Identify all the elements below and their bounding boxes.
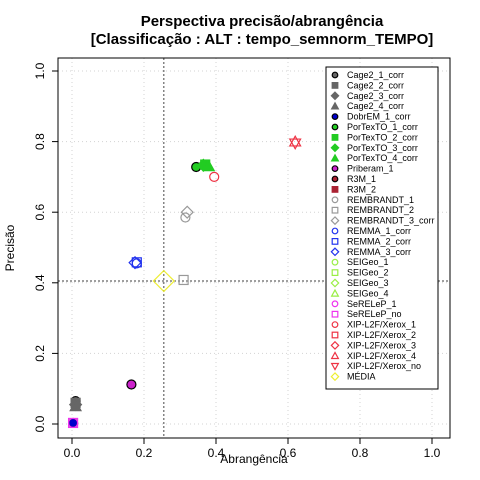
legend-label-23: SeRELeP_no — [347, 309, 402, 319]
legend-label-9: Priberam_1 — [347, 164, 394, 174]
x-tick-label-4: 0.8 — [352, 446, 369, 460]
legend-label-28: XIP-L2F/Xerox_no — [347, 361, 421, 371]
legend-marker-4 — [332, 114, 338, 120]
x-tick-label-1: 0.2 — [136, 446, 153, 460]
legend-label-6: PorTexTO_2_corr — [347, 132, 418, 142]
x-tick-label-0: 0.0 — [64, 446, 81, 460]
data-point-14 — [181, 206, 193, 218]
legend-label-15: REMMA_1_corr — [347, 226, 411, 236]
data-point-24 — [210, 172, 219, 181]
legend-marker-0 — [332, 72, 338, 78]
legend-label-0: Cage2_1_corr — [347, 70, 404, 80]
x-axis-label: Abrangência — [220, 452, 288, 466]
legend-label-4: DobrEM_1_corr — [347, 112, 411, 122]
legend-label-10: R3M_1 — [347, 174, 376, 184]
legend-label-25: XIP-L2F/Xerox_2 — [347, 330, 416, 340]
legend-label-3: Cage2_4_corr — [347, 101, 404, 111]
legend-label-7: PorTexTO_3_corr — [347, 143, 418, 153]
y-tick-label-1: 0.2 — [33, 345, 47, 362]
legend-label-16: REMMA_2_corr — [347, 236, 411, 246]
legend-label-20: SEIGeo_3 — [347, 278, 389, 288]
legend-label-12: REMBRANDT_1 — [347, 195, 414, 205]
x-tick-label-5: 1.0 — [424, 446, 441, 460]
legend-label-24: XIP-L2F/Xerox_1 — [347, 320, 416, 330]
legend-marker-9 — [332, 166, 338, 172]
y-axis-ticks: 0.0 0.2 0.4 0.6 0.8 1.0 — [33, 62, 58, 432]
data-points — [69, 136, 301, 427]
legend-label-18: SEIGeo_1 — [347, 257, 389, 267]
legend-label-14: REMBRANDT_3_corr — [347, 216, 435, 226]
legend-label-1: Cage2_2_corr — [347, 80, 404, 90]
legend-label-11: R3M_2 — [347, 184, 376, 194]
legend-label-27: XIP-L2F/Xerox_4 — [347, 351, 416, 361]
legend-label-8: PorTexTO_4_corr — [347, 153, 418, 163]
legend-marker-6 — [332, 135, 338, 141]
legend-marker-11 — [332, 187, 338, 193]
y-tick-label-3: 0.6 — [33, 204, 47, 221]
legend-label-2: Cage2_3_corr — [347, 91, 404, 101]
legend-label-22: SeRELeP_1 — [347, 299, 397, 309]
y-tick-label-0: 0.0 — [33, 415, 47, 432]
y-axis-label: Precisão — [3, 224, 17, 271]
legend-marker-10 — [332, 176, 338, 182]
chart-title-line1: Perspectiva precisão/abrangência — [141, 13, 384, 30]
legend-marker-5 — [332, 124, 338, 130]
legend-label-5: PorTexTO_1_corr — [347, 122, 418, 132]
y-tick-label-5: 1.0 — [33, 62, 47, 79]
legend-marker-1 — [332, 83, 338, 89]
data-point-9 — [127, 380, 136, 389]
y-tick-label-4: 0.8 — [33, 133, 47, 150]
legend-label-29: MÉDIA — [347, 372, 376, 382]
legend-label-21: SEIGeo_4 — [347, 288, 389, 298]
chart-title-line2: [Classificação : ALT : tempo_semnorm_TEM… — [91, 31, 434, 48]
legend: Cage2_1_corrCage2_2_corrCage2_3_corrCage… — [326, 67, 438, 389]
legend-label-26: XIP-L2F/Xerox_3 — [347, 340, 416, 350]
legend-label-19: SEIGeo_2 — [347, 268, 389, 278]
legend-label-13: REMBRANDT_2 — [347, 205, 414, 215]
y-tick-label-2: 0.4 — [33, 274, 47, 291]
legend-label-17: REMMA_3_corr — [347, 247, 411, 257]
